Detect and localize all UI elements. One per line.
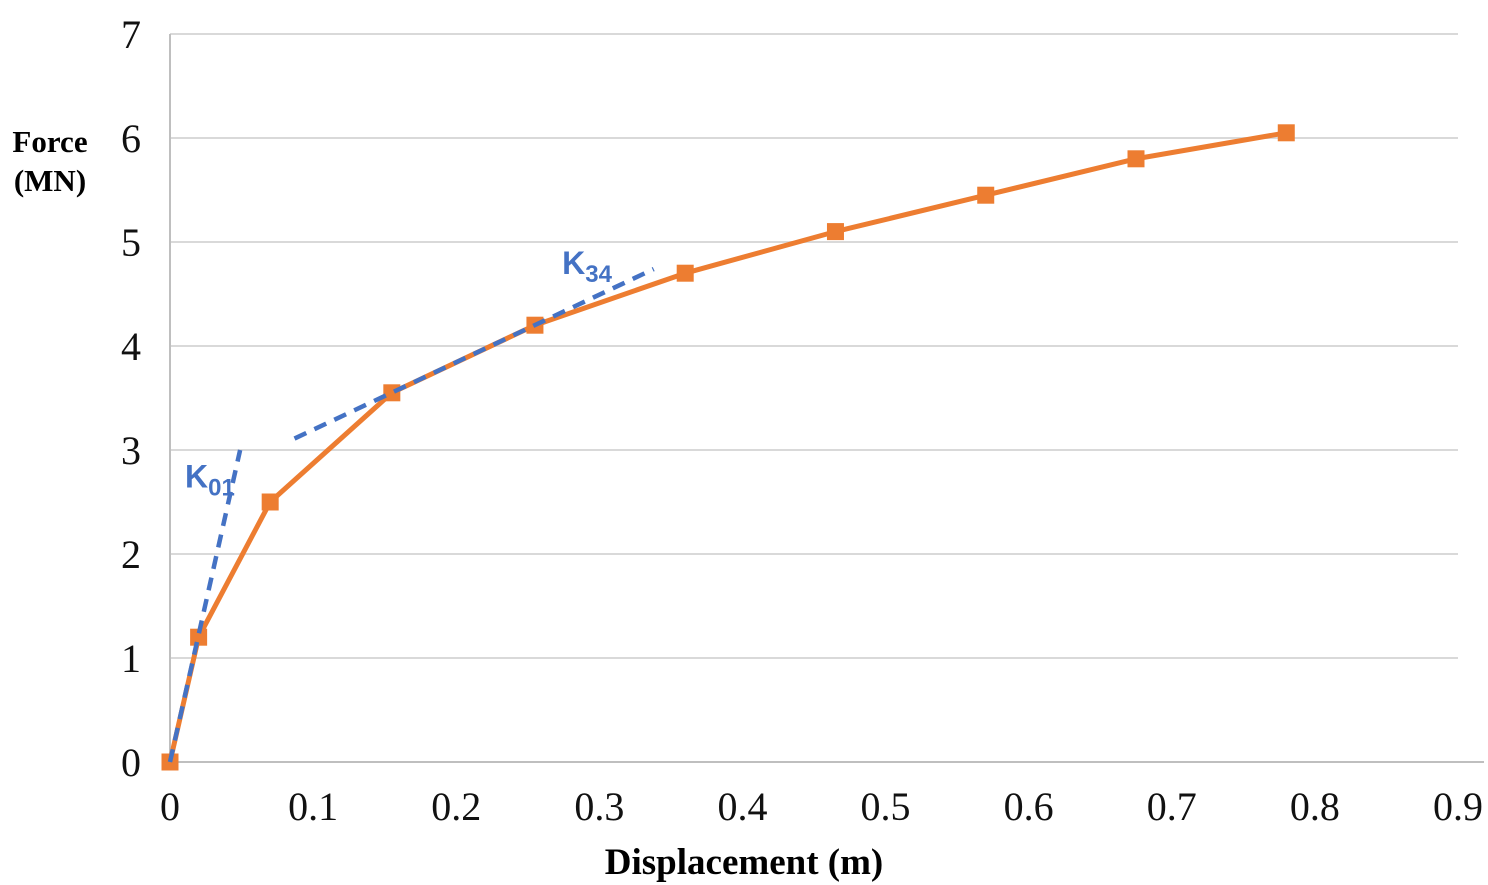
- x-tick-label: 0.6: [1004, 784, 1054, 829]
- y-tick-label: 3: [121, 428, 141, 473]
- x-tick-label: 0.8: [1290, 784, 1340, 829]
- y-axis-title: Force (MN): [0, 122, 100, 200]
- x-tick-label: 0.7: [1147, 784, 1197, 829]
- x-tick-label: 0.5: [861, 784, 911, 829]
- stiffness-label-K34: K34: [562, 245, 612, 288]
- data-point-marker: [676, 264, 694, 282]
- data-point-marker: [383, 384, 401, 402]
- y-tick-label: 7: [121, 12, 141, 57]
- x-tick-label: 0.2: [431, 784, 481, 829]
- x-tick-label: 0.4: [717, 784, 767, 829]
- y-axis-title-line2: (MN): [13, 163, 87, 198]
- x-tick-label: 0: [160, 784, 180, 829]
- data-point-marker: [1277, 124, 1295, 142]
- data-point-marker: [826, 223, 844, 241]
- x-tick-label: 0.9: [1433, 784, 1483, 829]
- x-tick-label: 0.3: [574, 784, 624, 829]
- y-tick-label: 6: [121, 116, 141, 161]
- y-tick-label: 0: [121, 740, 141, 785]
- x-tick-label: 0.1: [288, 784, 338, 829]
- x-axis-title: Displacement (m): [604, 842, 884, 883]
- series-line: [167, 130, 1289, 765]
- stiffness-label-K01: K01: [185, 458, 235, 501]
- y-tick-label: 4: [121, 324, 141, 369]
- stiffness-label-subscript: 01: [208, 474, 235, 501]
- data-point-marker: [1127, 150, 1145, 168]
- y-tick-label: 5: [121, 220, 141, 265]
- y-axis-title-line1: Force: [12, 124, 88, 159]
- stiffness-label-subscript: 34: [585, 261, 612, 288]
- stiffness-dashed-line: [293, 267, 655, 441]
- y-tick-label: 1: [121, 636, 141, 681]
- stiffness-dashed-line: [167, 449, 243, 763]
- data-point-marker: [977, 186, 995, 204]
- data-point-marker: [190, 628, 208, 646]
- data-point-marker: [261, 493, 279, 511]
- y-tick-label: 2: [121, 532, 141, 577]
